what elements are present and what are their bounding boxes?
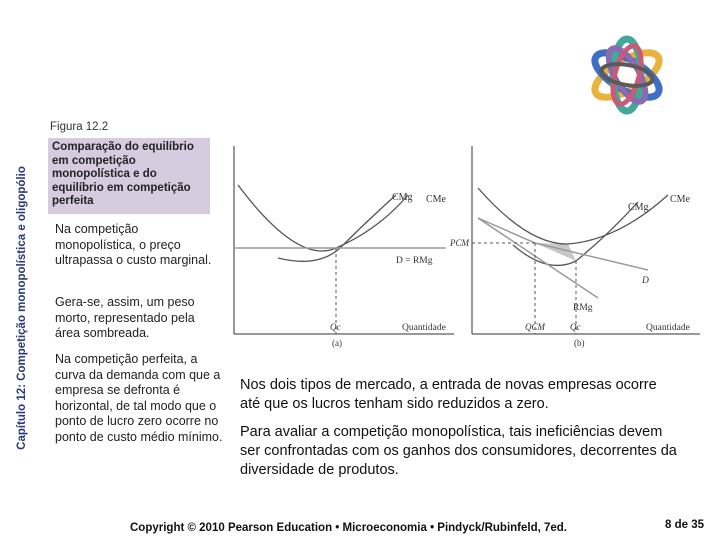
paragraph-perfect-competition: Na competição perfeita, a curva da deman… [55,352,223,444]
panel-b-qcm-label: QCM [525,322,546,332]
panel-b-cmg-curve [512,201,639,267]
main-text-evaluation: Para avaliar a competição monopolística,… [240,424,677,478]
panel-b-cmg-label: CMg [628,202,649,213]
panel-a-cme-curve [237,184,409,252]
rings-logo [591,35,663,115]
panel-a-label: (a) [332,338,342,348]
panel-a-qc-label: Qc [330,322,341,332]
paragraph-price-exceeds-mc: Na competição monopolística, o preço ult… [55,222,212,267]
panel-b-pcm-label: PCM [449,238,470,248]
figure-12-2: CMg CMe Pc D = RMg Qc Quantidade (a) CMg… [233,146,700,348]
page-number: 8 de 35 [665,519,704,531]
panel-a-cme-label: CMe [426,194,447,205]
figure-label: Figura 12.2 [50,121,109,133]
panel-a-demand-label: D = RMg [396,256,433,266]
panel-b-cme-curve [477,187,669,245]
paragraph-deadweight: Gera-se, assim, um peso morto, represent… [55,295,195,340]
panel-b: CMg CMe PCM D RMg QCM Qc Quantidade (b) [449,146,700,348]
panel-b-cme-label: CMe [670,194,691,205]
panel-b-qc-label: Qc [570,322,581,332]
figure-caption: Comparação do equilíbrio em competição m… [52,141,194,207]
panel-b-demand-label: D [641,276,649,286]
panel-a-cmg-label: CMg [392,192,413,203]
main-text-entry: Nos dois tipos de mercado, a entrada de … [240,377,657,412]
panel-b-deadweight-area [535,243,576,261]
copyright-footer: Copyright © 2010 Pearson Education • Mic… [130,522,568,534]
panel-a-xlabel: Quantidade [402,323,446,333]
panel-b-rmg-line [477,217,599,299]
panel-b-xlabel: Quantidade [646,323,690,333]
chapter-side-title: Capítulo 12: Competição monopolística e … [16,166,28,450]
panel-a-cmg-curve [277,194,397,262]
figure-caption-box: Comparação do equilíbrio em competição m… [48,138,210,214]
panel-a: CMg CMe Pc D = RMg Qc Quantidade (a) [233,146,454,348]
panel-b-rmg-label: RMg [573,303,593,313]
panel-b-label: (b) [574,338,585,348]
